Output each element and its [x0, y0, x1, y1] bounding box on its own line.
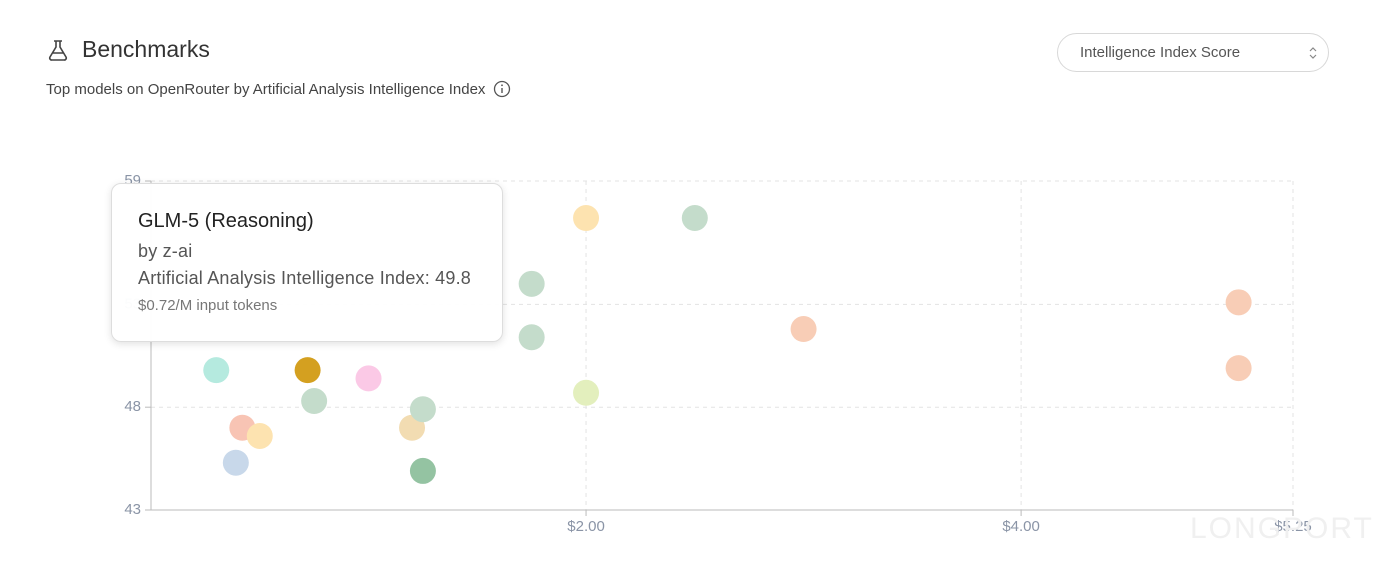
point[interactable]	[1225, 355, 1252, 382]
header-title: Benchmarks	[46, 36, 210, 63]
point[interactable]	[294, 357, 321, 384]
select-text: Intelligence Index Score	[1080, 44, 1241, 61]
flask-icon	[48, 39, 68, 61]
info-icon[interactable]	[493, 80, 511, 98]
point[interactable]	[573, 205, 600, 232]
tooltip-author: by z-ai	[138, 241, 193, 261]
metric-select[interactable]: Intelligence Index Score	[1057, 33, 1329, 72]
point[interactable]	[518, 324, 545, 351]
title-text: Benchmarks	[82, 36, 210, 62]
point[interactable]	[518, 270, 545, 297]
tooltip-price: $0.72/M input tokens	[138, 297, 278, 314]
tooltip: GLM-5 (Reasoning) by z-ai Artificial Ana…	[111, 183, 503, 342]
y-tick-label: 48	[124, 398, 141, 415]
subtitle: Top models on OpenRouter by Artificial A…	[46, 80, 511, 98]
point[interactable]	[790, 316, 817, 343]
tooltip-title: GLM-5 (Reasoning)	[138, 210, 314, 232]
point[interactable]	[681, 205, 708, 232]
point[interactable]	[409, 457, 436, 484]
point[interactable]	[222, 449, 249, 476]
point[interactable]	[246, 422, 273, 449]
watermark: LONGPORT	[1190, 512, 1374, 545]
select-chevrons	[1309, 47, 1317, 59]
x-tick-label: $5.25	[1274, 518, 1312, 535]
point[interactable]	[203, 357, 230, 384]
x-tick-label: $4.00	[1002, 518, 1040, 535]
point[interactable]	[301, 388, 328, 415]
point[interactable]	[355, 365, 382, 392]
subtitle-text: Top models on OpenRouter by Artificial A…	[46, 80, 486, 98]
point[interactable]	[573, 379, 600, 406]
x-tick-label: $2.00	[567, 518, 605, 535]
tooltip-index: Artificial Analysis Intelligence Index: …	[138, 268, 471, 288]
point[interactable]	[1225, 289, 1252, 316]
y-tick-label: 43	[124, 501, 141, 518]
point[interactable]	[409, 396, 436, 423]
